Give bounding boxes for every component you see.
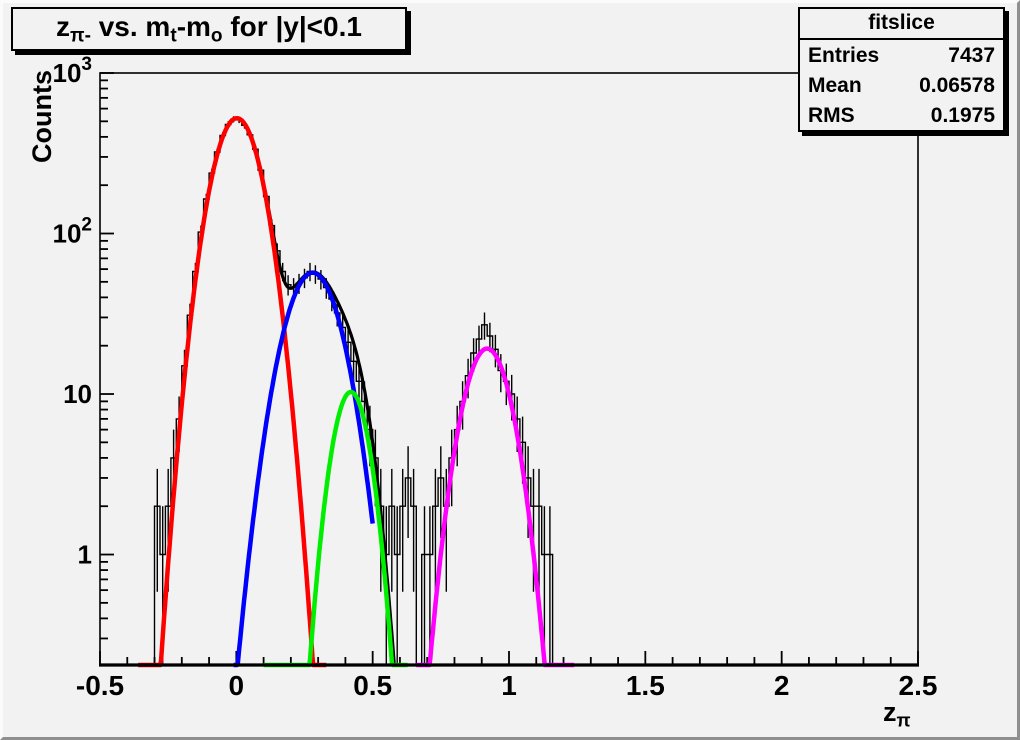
plot-frame [99, 72, 919, 666]
x-tick-label: -0.5 [76, 670, 124, 701]
stats-label: RMS [808, 104, 855, 127]
x-tick-label: 0.5 [353, 670, 392, 701]
stats-row-entries: Entries 7437 [800, 40, 1003, 70]
plot-svg: -0.5 0 0.5 1 1.5 2 2.5 1 10 102 103 [53, 54, 938, 701]
text-segment: z [883, 697, 897, 727]
text-segment: z [56, 10, 71, 42]
stats-value: 7437 [948, 44, 995, 67]
y-tick-label: 10 [63, 379, 92, 409]
stats-row-rms: RMS 0.1975 [800, 100, 1003, 130]
text-segment: vs. m [90, 10, 171, 42]
y-axis-title: Counts [27, 70, 57, 163]
text-segment: for |y|<0.1 [222, 10, 362, 42]
x-tick-label: 2 [774, 670, 790, 701]
x-tick-label: 1 [501, 670, 517, 701]
stats-value: 0.06578 [919, 74, 995, 97]
stats-box: fitslice Entries 7437 Mean 0.06578 RMS 0… [798, 7, 1005, 132]
fit-gauss-blue [232, 270, 375, 668]
x-tick-label: 2.5 [899, 670, 938, 701]
y-tick-label: 103 [53, 54, 93, 88]
text-segment: -m [176, 10, 211, 42]
x-tick-label: 1.5 [626, 670, 665, 701]
stats-label: Entries [808, 44, 880, 67]
y-tick-label: 1 [78, 540, 92, 570]
x-axis-title: zπ [883, 697, 911, 732]
text-segment: π [896, 709, 911, 731]
y-tick-label: 102 [53, 215, 93, 249]
stats-row-mean: Mean 0.06578 [800, 70, 1003, 100]
x-tick-label: 0 [229, 670, 245, 701]
title-box: zπ- vs. mt-mo for |y|<0.1 [11, 7, 407, 51]
text-segment: o [210, 25, 223, 47]
text-segment: t [170, 25, 177, 47]
stats-label: Mean [808, 74, 862, 97]
stats-box-title: fitslice [800, 9, 1003, 40]
plot-title: zπ- vs. mt-mo for |y|<0.1 [56, 11, 362, 48]
stats-value: 0.1975 [930, 104, 995, 127]
text-segment: π- [70, 25, 91, 47]
fit-gauss-red [136, 115, 328, 668]
axis-tick-labels: -0.5 0 0.5 1 1.5 2 2.5 1 10 102 103 [53, 54, 938, 701]
